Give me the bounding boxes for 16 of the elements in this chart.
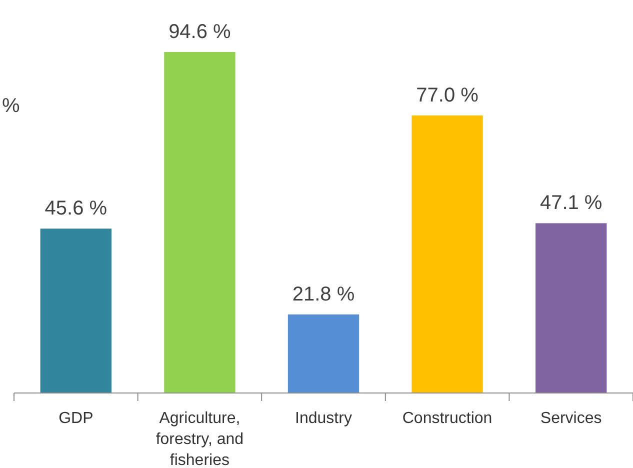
bar	[536, 223, 607, 393]
data-label: 47.1 %	[540, 192, 602, 214]
bar	[288, 314, 360, 393]
x-tick-label: Agriculture, forestry, and fisheries	[156, 410, 244, 468]
annotation: %	[2, 95, 20, 117]
bar	[412, 115, 483, 393]
x-tick-label: Industry	[295, 410, 352, 427]
x-tick-label: GDP	[58, 410, 94, 427]
bar	[164, 52, 236, 393]
data-label: 21.8 %	[292, 283, 355, 306]
data-label: 45.6 %	[44, 198, 108, 220]
x-tick-label: Construction	[402, 410, 492, 427]
bar	[40, 228, 112, 393]
data-label: 77.0 %	[416, 84, 479, 106]
x-tick-label: Services	[540, 410, 602, 427]
data-label: 94.6 %	[168, 21, 232, 43]
